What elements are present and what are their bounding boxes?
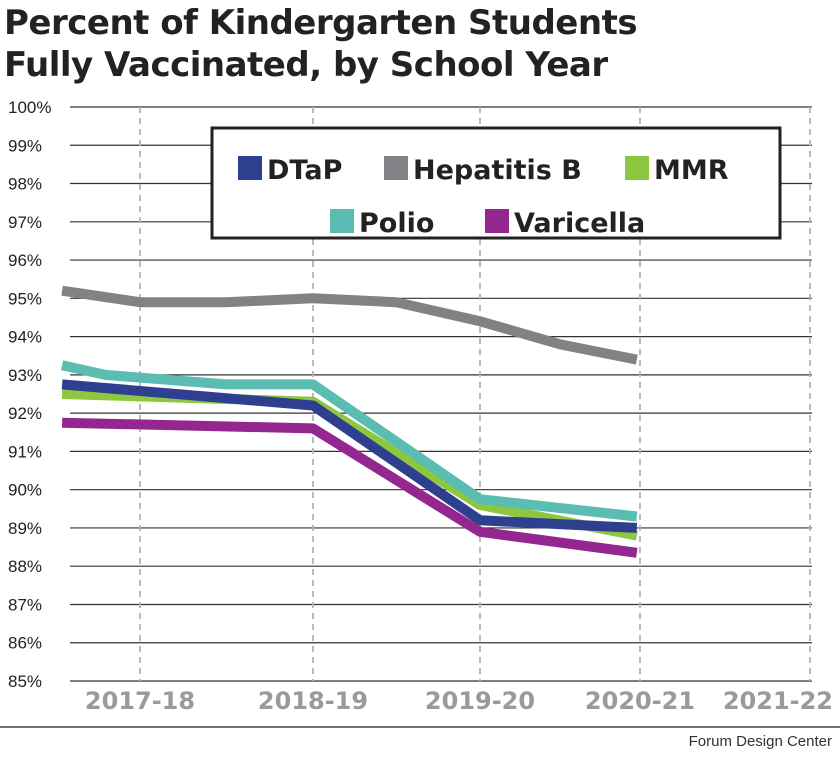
- legend-swatch-hepatitis-b: [384, 156, 408, 180]
- series-line-dtap: [61, 379, 638, 533]
- chart-title-line-1: Percent of Kindergarten Students: [4, 3, 638, 43]
- chart-title: Percent of Kindergarten Students Fully V…: [4, 2, 638, 86]
- series-line-polio: [61, 360, 638, 522]
- y-axis-ticks: 85% 86% 87% 88% 89% 90% 91% 92% 93% 94% 95% 96% 97% 9…: [8, 98, 51, 691]
- legend-label-dtap: DTaP: [267, 155, 342, 186]
- legend-label-polio: Polio: [359, 208, 434, 239]
- legend: DTaP Hepatitis B MMR Polio Varicella: [210, 126, 782, 240]
- x-tick-label: 2018-19: [258, 687, 368, 715]
- y-tick-label: 89%: [8, 519, 42, 538]
- y-tick-label: 86%: [8, 634, 42, 653]
- legend-swatch-dtap: [238, 156, 262, 180]
- x-tick-label: 2020-21: [585, 687, 695, 715]
- chart-title-line-2: Fully Vaccinated, by School Year: [4, 45, 608, 85]
- y-tick-label: 94%: [8, 328, 42, 347]
- y-tick-label: 96%: [8, 251, 42, 270]
- y-tick-label: 87%: [8, 595, 42, 614]
- x-tick-label: 2017-18: [85, 687, 195, 715]
- series-line-hepatitis-b: [61, 285, 638, 365]
- legend-swatch-varicella: [485, 209, 509, 233]
- x-tick-label: 2019-20: [425, 687, 535, 715]
- y-tick-label: 98%: [8, 175, 42, 194]
- y-tick-label: 100%: [8, 98, 51, 117]
- y-tick-label: 93%: [8, 366, 42, 385]
- legend-label-varicella: Varicella: [514, 208, 645, 239]
- legend-swatch-polio: [330, 209, 354, 233]
- y-tick-label: 90%: [8, 481, 42, 500]
- series-lines: [61, 285, 638, 558]
- legend-label-mmr: MMR: [654, 155, 729, 186]
- y-tick-label: 97%: [8, 213, 42, 232]
- x-tick-label: 2021-22: [723, 687, 833, 715]
- source-credit: Forum Design Center: [688, 733, 832, 750]
- series-line-varicella: [61, 417, 638, 558]
- y-tick-label: 95%: [8, 289, 42, 308]
- y-tick-label: 85%: [8, 672, 42, 691]
- y-tick-label: 99%: [8, 136, 42, 155]
- y-tick-label: 88%: [8, 557, 42, 576]
- y-tick-label: 91%: [8, 442, 42, 461]
- legend-label-hepatitis-b: Hepatitis B: [413, 155, 582, 186]
- y-tick-label: 92%: [8, 404, 42, 423]
- legend-swatch-mmr: [625, 156, 649, 180]
- x-axis-ticks: 2017-18 2018-19 2019-20 2020-21 2021-22: [85, 687, 833, 715]
